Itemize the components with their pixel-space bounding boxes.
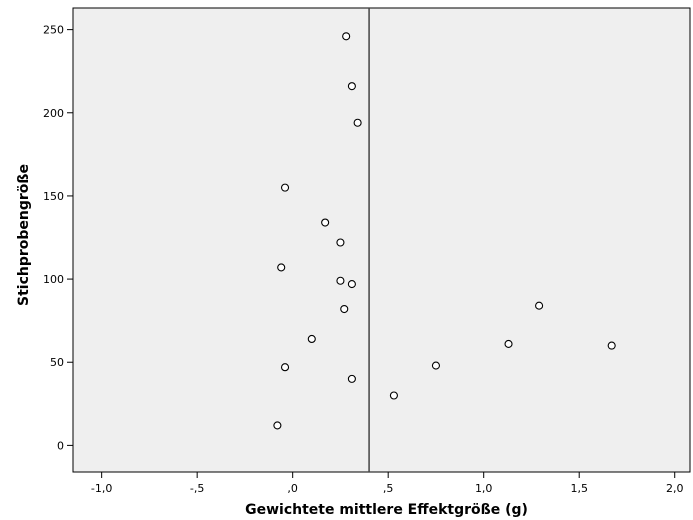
data-point xyxy=(273,421,282,430)
data-point xyxy=(347,82,356,91)
data-point xyxy=(389,391,398,400)
data-point xyxy=(307,334,316,344)
data-point xyxy=(336,238,345,247)
plot-area xyxy=(72,7,691,473)
data-points xyxy=(273,32,616,430)
data-point xyxy=(431,361,440,370)
data-point xyxy=(336,276,345,285)
x-tick-label: -1,0 xyxy=(91,482,112,495)
x-tick-label: -,5 xyxy=(190,482,204,495)
data-point xyxy=(504,339,513,348)
y-tick-label: 200 xyxy=(43,107,64,120)
data-point xyxy=(342,32,351,41)
x-tick-label: 1,5 xyxy=(570,482,588,495)
y-axis-title: Stichprobengröße xyxy=(16,164,32,306)
y-tick-label: 250 xyxy=(43,24,64,37)
data-point xyxy=(347,280,356,289)
y-tick-label: 100 xyxy=(43,273,64,286)
axis-ticks: 0 50 100 150 200 250 -1,0 -,5 ,0 ,5 1,0 1,5 2,0 xyxy=(43,24,683,495)
x-tick-label: 1,0 xyxy=(475,482,493,495)
data-point xyxy=(321,218,330,227)
data-point xyxy=(277,263,286,272)
x-tick-label: 2,0 xyxy=(666,482,684,495)
y-tick-label: 0 xyxy=(57,439,64,452)
data-point xyxy=(280,363,290,372)
x-tick-label: ,5 xyxy=(383,482,394,495)
y-tick-label: 50 xyxy=(50,356,64,369)
data-point xyxy=(353,118,362,127)
data-point xyxy=(340,304,349,314)
data-point xyxy=(347,374,356,383)
y-tick-label: 150 xyxy=(43,190,64,203)
data-point xyxy=(280,183,290,192)
x-tick-label: ,0 xyxy=(287,482,298,495)
data-point xyxy=(607,341,616,350)
data-point xyxy=(535,301,544,310)
x-axis-title: Gewichtete mittlere Effektgröße (g) xyxy=(245,502,528,518)
